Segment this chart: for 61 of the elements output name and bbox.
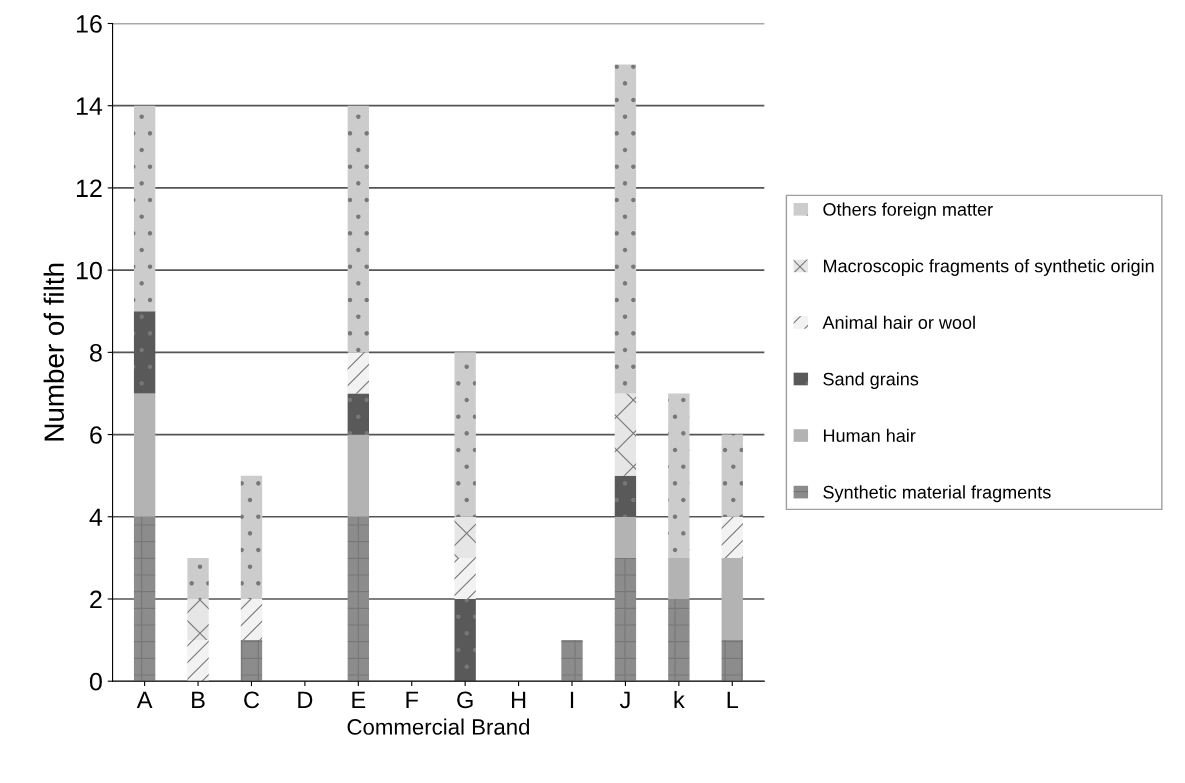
bar [454, 352, 476, 517]
bar [133, 393, 156, 517]
bar [133, 105, 156, 312]
bar [668, 598, 690, 682]
x-tick-label: E [352, 691, 366, 709]
x-tick-label: J [619, 691, 630, 709]
bar [668, 557, 690, 599]
legend-label: Sand grains [823, 372, 919, 390]
x-axis-title: Commercial Brand [347, 718, 530, 735]
x-tick-label: A [136, 691, 153, 709]
legend-label: Others foreign matter [823, 202, 993, 220]
bar [347, 105, 369, 353]
y-tick-label: 0 [89, 672, 102, 691]
bar [454, 557, 476, 599]
bar [561, 640, 583, 682]
x-tick-label: C [244, 691, 260, 709]
bar [187, 640, 209, 682]
y-tick-label: 6 [90, 426, 102, 444]
bar [721, 516, 743, 558]
bar [454, 516, 476, 558]
y-tick-label: 8 [90, 343, 102, 362]
y-tick-label: 14 [76, 97, 103, 115]
bar [721, 557, 743, 641]
bar [240, 640, 263, 682]
legend-label: Macroscopic fragments of synthetic origin [823, 259, 1154, 276]
x-tick-label: F [406, 691, 419, 709]
bar [614, 393, 637, 476]
bar [347, 434, 369, 517]
x-tick-label: H [511, 691, 526, 709]
bar [347, 393, 369, 435]
bar [614, 64, 637, 394]
y-tick-label: 2 [90, 590, 102, 609]
bar [133, 516, 156, 682]
y-tick-label: 12 [76, 179, 102, 197]
x-tick-label: k [674, 690, 685, 709]
legend-label: Synthetic material fragments [823, 485, 1051, 503]
bar [721, 640, 743, 682]
x-tick-label: G [457, 691, 473, 709]
legend-label: Animal hair or wool [822, 315, 975, 329]
bar [347, 352, 369, 394]
y-tick-label: 4 [89, 508, 103, 526]
bar [133, 311, 156, 394]
bar [668, 393, 690, 558]
x-tick-label: B [192, 691, 205, 709]
bar [614, 516, 637, 558]
x-tick-label: D [298, 691, 313, 709]
bar [240, 475, 263, 599]
bar [614, 475, 637, 517]
bar [614, 557, 637, 682]
y-axis-title: Number of filth [43, 263, 64, 441]
x-tick-label: L [727, 691, 739, 709]
x-tick-label: I [570, 691, 574, 709]
y-tick-label: 16 [76, 15, 102, 33]
bar [347, 516, 369, 682]
bar [721, 434, 743, 517]
y-tick-label: 10 [76, 261, 102, 280]
bar [187, 557, 209, 599]
bar [454, 598, 476, 682]
bar [187, 598, 209, 641]
legend-label: Human hair [823, 428, 916, 443]
bar [240, 598, 263, 641]
